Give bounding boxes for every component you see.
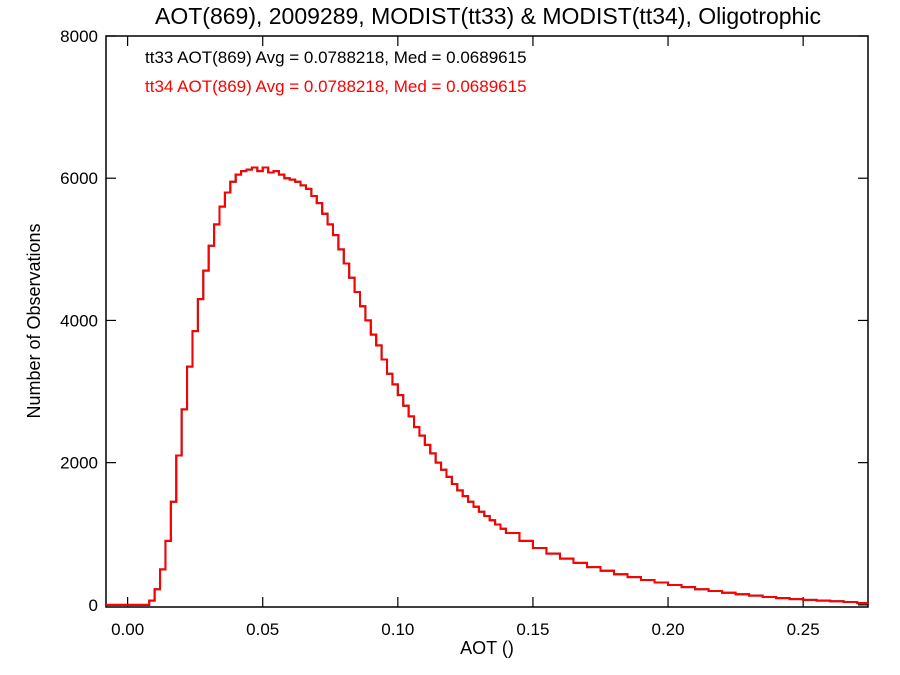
annotation-tt33: tt33 AOT(869) Avg = 0.0788218, Med = 0.0… [145, 48, 527, 67]
x-axis-ticks: 0.00 0.05 0.10 0.15 0.20 0.25 [111, 36, 820, 639]
x-tick-label: 0.15 [516, 620, 549, 639]
chart-title: AOT(869), 2009289, MODIST(tt33) & MODIST… [155, 3, 821, 29]
y-axis-ticks: 0 2000 4000 6000 8000 [60, 27, 868, 615]
x-tick-label: 0.05 [246, 620, 279, 639]
y-tick-label: 4000 [60, 311, 98, 330]
plot-frame [105, 35, 869, 608]
series-line-tt33 [106, 166, 869, 606]
series-line-tt34 [106, 166, 869, 606]
y-tick-label: 2000 [60, 454, 98, 473]
y-tick-label: 8000 [60, 27, 98, 46]
annotation-tt34: tt34 AOT(869) Avg = 0.0788218, Med = 0.0… [145, 77, 527, 96]
x-axis-label: AOT () [460, 638, 514, 658]
y-tick-label: 0 [89, 596, 98, 615]
x-tick-label: 0.00 [111, 620, 144, 639]
series-layer [106, 166, 869, 606]
x-tick-label: 0.20 [651, 620, 684, 639]
y-axis-label: Number of Observations [24, 223, 44, 418]
x-tick-label: 0.25 [787, 620, 820, 639]
y-tick-label: 6000 [60, 169, 98, 188]
x-tick-label: 0.10 [381, 620, 414, 639]
